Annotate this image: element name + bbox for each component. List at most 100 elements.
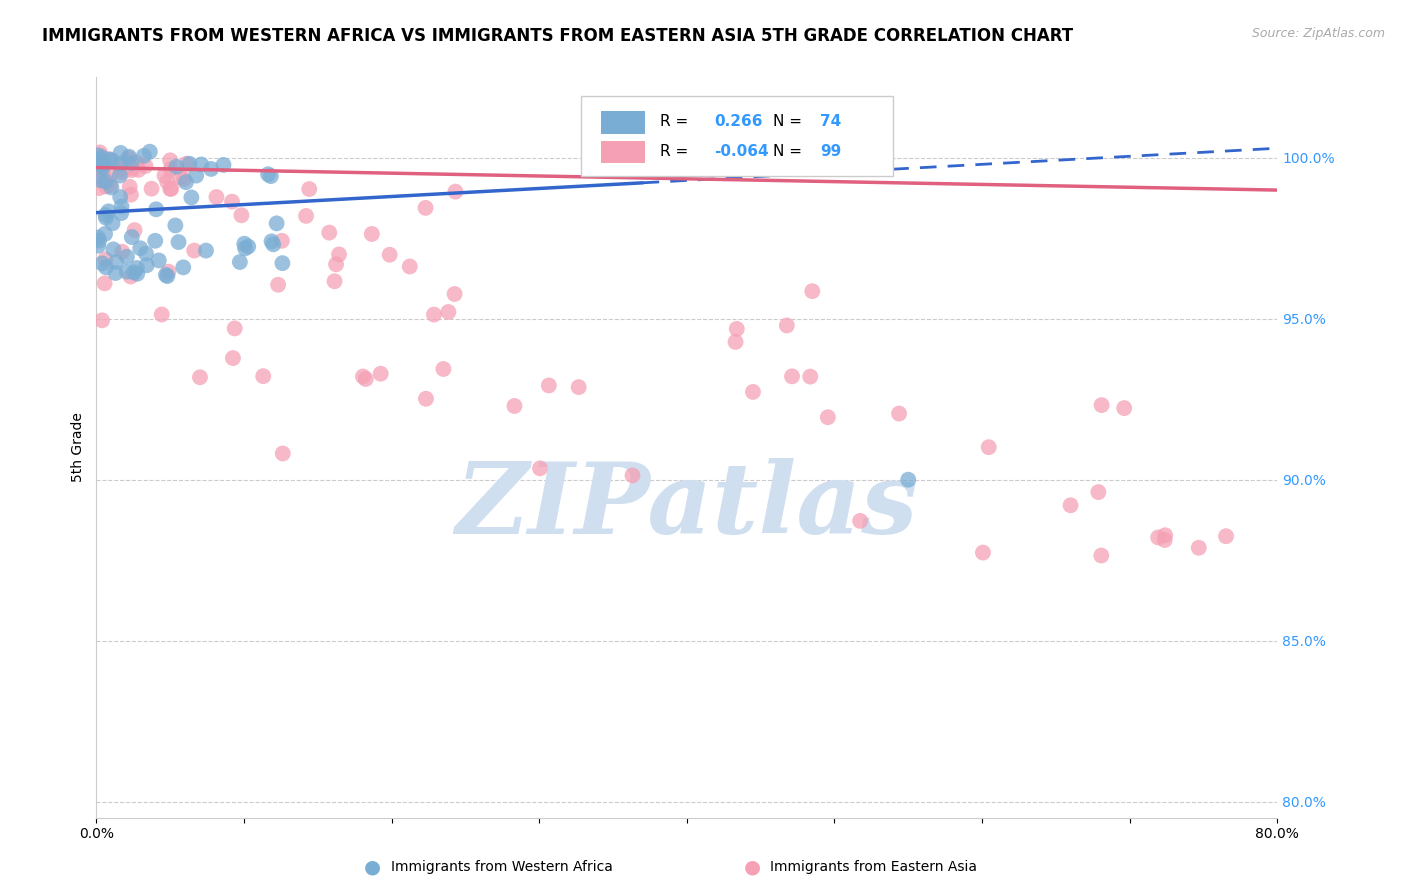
Point [1114, 401, 1136, 416]
Point [1090, 549, 1112, 563]
Point [90, 159, 112, 173]
Point [529, 461, 551, 475]
Point [104, 266, 127, 280]
Point [87, 148, 110, 162]
Point [432, 362, 454, 376]
Point [221, 194, 243, 209]
Point [318, 226, 340, 240]
Point [160, 181, 183, 195]
Point [91, 153, 114, 167]
Point [100, 153, 122, 168]
Point [222, 351, 245, 365]
Point [87, 170, 110, 185]
FancyBboxPatch shape [600, 141, 645, 163]
Point [148, 253, 170, 268]
Point [849, 514, 872, 528]
Point [101, 216, 124, 230]
Point [125, 155, 148, 169]
Point [621, 468, 644, 483]
Point [145, 202, 167, 217]
Point [169, 169, 191, 184]
Point [98, 153, 121, 167]
Text: Immigrants from Western Africa: Immigrants from Western Africa [391, 860, 613, 874]
Point [118, 151, 141, 165]
Point [325, 257, 347, 271]
Point [97, 153, 120, 167]
Point [323, 274, 346, 288]
Point [224, 321, 246, 335]
Text: 0.266: 0.266 [714, 114, 762, 129]
Text: 74: 74 [820, 114, 842, 129]
Point [139, 145, 162, 159]
Point [89, 181, 111, 195]
Point [100, 180, 122, 194]
Point [135, 246, 157, 260]
Point [93, 277, 115, 291]
Point [742, 384, 765, 399]
Point [233, 241, 256, 255]
Point [200, 161, 222, 176]
Point [91, 313, 114, 327]
Point [110, 156, 132, 170]
Point [537, 378, 560, 392]
Point [110, 162, 132, 177]
Point [262, 237, 284, 252]
Point [159, 153, 181, 168]
Point [238, 239, 260, 253]
Point [887, 407, 910, 421]
Point [121, 163, 143, 178]
Point [443, 287, 465, 301]
Text: ●: ● [744, 857, 761, 877]
Point [212, 158, 235, 172]
Point [155, 268, 177, 282]
Point [159, 182, 181, 196]
Point [352, 369, 374, 384]
Point [87, 238, 110, 252]
Point [165, 160, 187, 174]
Point [776, 318, 799, 333]
Point [89, 173, 111, 187]
Point [328, 247, 350, 261]
Point [98, 178, 121, 193]
Point [153, 169, 176, 183]
Point [295, 209, 318, 223]
Point [233, 236, 256, 251]
Point [897, 473, 920, 487]
Point [799, 369, 821, 384]
Point [89, 149, 111, 163]
Point [229, 255, 252, 269]
Point [503, 399, 526, 413]
Point [89, 145, 111, 160]
Point [156, 175, 179, 189]
Point [257, 167, 280, 181]
Point [94, 208, 117, 222]
Point [87, 230, 110, 244]
Point [1059, 498, 1081, 512]
Text: Source: ZipAtlas.com: Source: ZipAtlas.com [1251, 27, 1385, 40]
Point [91, 256, 114, 270]
Point [360, 227, 382, 241]
Point [186, 169, 208, 183]
Point [120, 161, 142, 175]
Point [120, 187, 142, 202]
FancyBboxPatch shape [600, 112, 645, 134]
Point [135, 258, 157, 272]
Point [127, 267, 149, 281]
Point [125, 260, 148, 275]
Point [159, 162, 181, 177]
Point [94, 227, 117, 241]
Point [115, 265, 138, 279]
Point [118, 150, 141, 164]
Point [205, 190, 228, 204]
Point [378, 248, 401, 262]
Point [1154, 528, 1177, 542]
Point [90, 158, 112, 172]
Point [415, 392, 437, 406]
Point [97, 204, 120, 219]
Point [110, 145, 132, 160]
Point [108, 190, 131, 204]
Point [1153, 533, 1175, 547]
Point [129, 241, 152, 255]
Point [231, 208, 253, 222]
Point [157, 265, 180, 279]
